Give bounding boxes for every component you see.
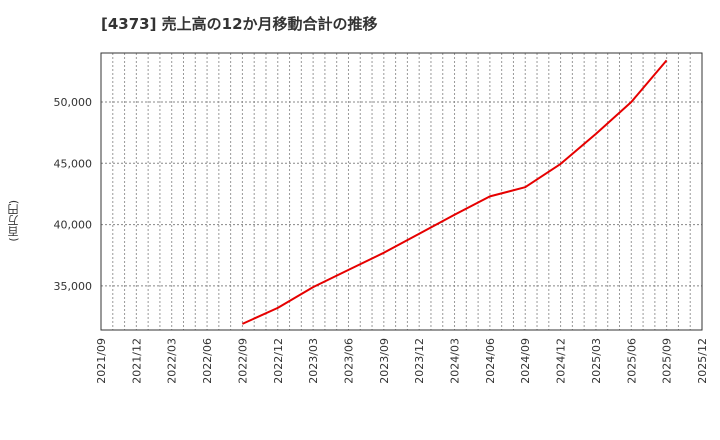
x-tick-label: 2023/03 <box>307 338 320 384</box>
x-tick-label: 2021/12 <box>130 338 143 384</box>
x-tick-label: 2023/12 <box>413 338 426 384</box>
x-tick-label: 2024/09 <box>519 338 532 384</box>
x-tick-label: 2025/03 <box>590 338 603 384</box>
y-tick-label: 35,000 <box>54 280 93 293</box>
series-line <box>241 59 668 325</box>
x-tick-label: 2025/09 <box>661 338 674 384</box>
plot-frame <box>100 52 703 331</box>
x-tick-label: 2024/03 <box>449 338 462 384</box>
y-tick-label: 40,000 <box>54 219 93 232</box>
x-tick-label: 2023/06 <box>342 338 355 384</box>
gridlines <box>101 53 702 330</box>
chart-title: [4373] 売上高の12か月移動合計の推移 <box>101 15 378 33</box>
x-tick-label: 2023/09 <box>378 338 391 384</box>
x-tick-label: 2021/09 <box>95 338 108 384</box>
x-tick-label: 2024/06 <box>484 338 497 384</box>
y-axis-ticks: 35,000 40,000 45,000 50,000 <box>54 96 93 293</box>
y-tick-label: 50,000 <box>54 96 93 109</box>
x-tick-label: 2025/06 <box>625 338 638 384</box>
x-tick-label: 2022/03 <box>166 338 179 384</box>
x-tick-label: 2022/09 <box>236 338 249 384</box>
x-tick-label: 2022/06 <box>201 338 214 384</box>
x-axis-ticks: 2021/09 2021/12 2022/03 2022/06 2022/09 2022/… <box>95 338 709 384</box>
x-tick-label: 2024/12 <box>555 338 568 384</box>
y-tick-label: 45,000 <box>54 157 93 170</box>
x-tick-label: 2025/12 <box>696 338 709 384</box>
x-tick-label: 2022/12 <box>272 338 285 384</box>
